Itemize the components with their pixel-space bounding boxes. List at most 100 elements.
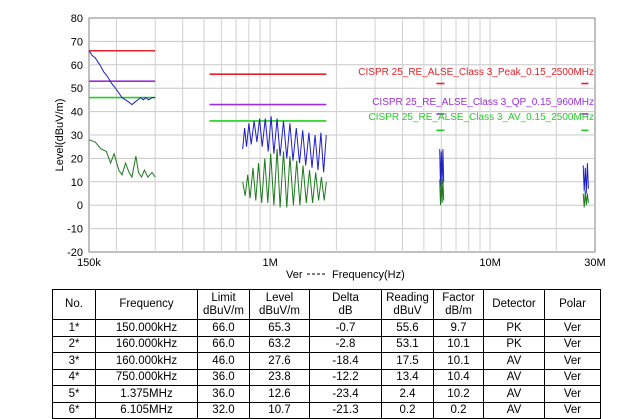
table-cell: -12.2 [309,368,382,386]
table-cell: 10.1 [433,352,484,370]
table-row: 6* 6.105MHz 32.0 10.7 -21.3 0.2 0.2 AV Ver [52,401,601,419]
x-tick-labels: 150k 1M 10M 30M [77,257,606,269]
series-line [439,179,445,206]
column-header: Delta dB [309,289,382,320]
column-header: Frequency [95,289,198,320]
x-tick-label: 1M [263,257,278,269]
table-cell: -21.3 [309,401,382,419]
column-header-unit: dBuV [393,304,422,317]
table-cell: Ver [544,368,601,386]
y-tick-label: -10 [67,224,83,236]
y-tick-labels: -20 -10 0 10 20 30 40 50 60 70 80 [67,13,83,259]
table-cell: PK [483,335,545,353]
legend-entry: CISPR 25_RE_ALSE_Class 3_QP_0.15_960MHz [372,97,594,108]
column-header-line: Detector [492,298,536,310]
series-line [242,148,327,208]
table-cell: 150.000kHz [95,319,198,337]
table-cell: 2.4 [381,385,434,403]
table-cell: 17.5 [381,352,434,370]
series-line [88,50,156,106]
table-cell: AV [483,401,545,419]
y-tick-label: 60 [71,60,83,72]
legend: CISPR 25_RE_ALSE_Class 3_Peak_0.15_2500M… [358,67,594,123]
column-header: Detector [483,289,545,320]
table-cell: 63.2 [249,335,310,353]
measurement-table: No. Frequency Limit dBuV/m Level dBuV/m Delta d… [52,289,601,419]
measurement-table-wrap: No. Frequency Limit dBuV/m Level dBuV/m Delta d… [52,289,601,419]
column-header-line: Frequency [119,298,174,310]
table-cell: 66.0 [197,335,250,353]
column-header-line: Level [265,291,294,304]
table-row: 4* 750.000kHz 36.0 23.8 -12.2 13.4 10.4 AV Ver [52,368,601,386]
table-cell: 65.3 [249,319,310,337]
table-header-row: No. Frequency Limit dBuV/m Level dBuV/m Delta d… [52,289,601,320]
table-cell: 23.8 [249,368,310,386]
y-tick-label: -20 [67,247,83,259]
y-axis-label: Level(dBuV/m) [54,99,66,172]
y-tick-label: 0 [77,200,83,212]
table-cell: -18.4 [309,352,382,370]
table-cell: 13.4 [381,368,434,386]
x-tick-label: 30M [584,257,605,269]
table-cell: AV [483,352,545,370]
y-tick-label: 80 [71,13,83,25]
series-line [439,148,445,187]
column-header-line: Delta [332,291,359,304]
table-cell: 160.000kHz [95,335,198,353]
table-cell: AV [483,385,545,403]
table-cell: Ver [544,401,601,419]
table-cell: 10.2 [433,385,484,403]
table-cell: PK [483,319,545,337]
series-line [88,139,156,179]
table-cell: 1* [52,319,96,337]
table-cell: 46.0 [197,352,250,370]
column-header-line: Reading [386,291,429,304]
table-cell: 6* [52,401,96,419]
y-tick-label: 20 [71,153,83,165]
x-axis-prefix: Ver [286,269,303,281]
table-cell: 10.1 [433,335,484,353]
series-line [582,191,589,208]
table-cell: 4* [52,368,96,386]
legend-entry: CISPR 25_RE_ALSE_Class 3_AV_0.15_2500MHz [369,112,595,123]
table-cell: 6.105MHz [95,401,198,419]
data-series [88,50,589,208]
y-tick-label: 10 [71,177,83,189]
table-cell: Ver [544,385,601,403]
column-header-unit: dBuV/m [259,304,300,317]
table-cell: -0.7 [309,319,382,337]
table-row: 1* 150.000kHz 66.0 65.3 -0.7 55.6 9.7 PK Ver [52,319,601,337]
table-cell: -2.8 [309,335,382,353]
grid-lines [89,18,595,252]
table-cell: 10.7 [249,401,310,419]
column-header: Limit dBuV/m [197,289,250,320]
table-cell: Ver [544,319,601,337]
table-cell: 5* [52,385,96,403]
table-cell: AV [483,368,545,386]
table-cell: -23.4 [309,385,382,403]
table-cell: 0.2 [381,401,434,419]
table-row: 2* 160.000kHz 66.0 63.2 -2.8 53.1 10.1 PK Ver [52,335,601,353]
table-cell: 36.0 [197,368,250,386]
legend-entry: CISPR 25_RE_ALSE_Class 3_Peak_0.15_2500M… [358,67,594,78]
column-header: Level dBuV/m [249,289,310,320]
table-cell: 1.375MHz [95,385,198,403]
table-cell: 2* [52,335,96,353]
table-cell: 53.1 [381,335,434,353]
table-row: 3* 160.000kHz 46.0 27.6 -18.4 17.5 10.1 AV Ver [52,352,601,370]
column-header-unit: dBuV/m [203,304,244,317]
table-cell: 3* [52,352,96,370]
table-cell: 66.0 [197,319,250,337]
table-row: 5* 1.375MHz 36.0 12.6 -23.4 2.4 10.2 AV Ver [52,385,601,403]
column-header: No. [52,289,96,320]
column-header: Factor dB/m [433,289,484,320]
x-tick-label: 150k [77,257,101,269]
table-cell: Ver [544,335,601,353]
y-tick-label: 70 [71,36,83,48]
table-body: 1* 150.000kHz 66.0 65.3 -0.7 55.6 9.7 PK Ver 2* 16… [52,319,601,419]
series-line [582,163,589,194]
y-tick-label: 50 [71,83,83,95]
column-header-line: Limit [211,291,236,304]
series-line [242,116,327,173]
table-cell: 0.2 [433,401,484,419]
